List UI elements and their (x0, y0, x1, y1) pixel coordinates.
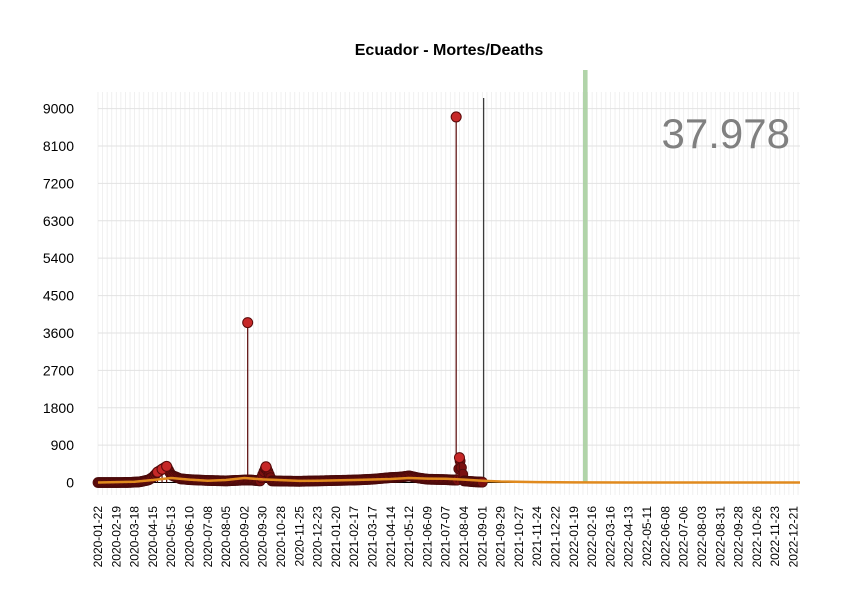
spike-point (242, 317, 254, 329)
x-tick-label: 2022-10-26 (750, 506, 764, 568)
y-tick-label: 5400 (43, 250, 74, 266)
spike-point (453, 452, 465, 464)
x-tick-label: 2022-03-16 (603, 506, 617, 568)
y-tick-label: 2700 (43, 362, 74, 378)
spike-point (450, 111, 462, 123)
spike-point (161, 460, 173, 472)
x-tick-label: 2021-02-17 (347, 506, 361, 568)
x-tick-label: 2021-08-04 (457, 506, 471, 568)
y-axis: 0 900 1800 2700 3600 4500 5400 6300 7200 8100 9000 (43, 101, 74, 491)
y-tick-label: 1800 (43, 400, 74, 416)
x-tick-label: 2020-02-19 (109, 506, 123, 568)
chart-title: Ecuador - Mortes/Deaths (355, 42, 544, 59)
grid (97, 92, 800, 495)
x-tick-label: 2020-09-02 (237, 506, 251, 568)
x-tick-label: 2020-11-25 (292, 506, 306, 567)
y-tick-label: 0 (66, 475, 74, 491)
y-tick-label: 7200 (43, 175, 74, 191)
x-tick-label: 2021-05-12 (402, 506, 416, 568)
x-tick-label: 2020-01-22 (91, 506, 105, 568)
x-tick-label: 2022-07-06 (677, 506, 691, 568)
y-tick-label: 8100 (43, 138, 74, 154)
x-tick-label: 2022-01-19 (567, 506, 581, 568)
x-tick-label: 2020-04-15 (146, 506, 160, 568)
y-tick-label: 3600 (43, 325, 74, 341)
x-tick-label: 2021-07-07 (439, 506, 453, 568)
daily-baseline-dot (476, 476, 488, 488)
y-tick-label: 900 (51, 437, 75, 453)
y-tick-label: 9000 (43, 101, 74, 117)
x-tick-label: 2021-06-09 (420, 506, 434, 568)
x-tick-label: 2022-05-11 (640, 506, 654, 567)
x-tick-label: 2021-09-01 (475, 506, 489, 568)
x-axis: 2020-01-22 2020-02-19 2020-03-18 2020-04-15… (91, 506, 800, 568)
x-tick-label: 2020-03-18 (128, 506, 142, 568)
x-tick-label: 2022-11-23 (768, 506, 782, 567)
x-tick-label: 2020-12-23 (311, 506, 325, 568)
x-tick-label: 2021-10-27 (512, 506, 526, 568)
x-tick-label: 2021-11-24 (530, 506, 544, 567)
x-tick-label: 2021-01-20 (329, 506, 343, 568)
x-tick-label: 2021-09-29 (494, 506, 508, 568)
x-tick-label: 2022-09-28 (732, 506, 746, 568)
x-tick-label: 2022-02-16 (585, 506, 599, 568)
spike-point (260, 461, 272, 473)
x-tick-label: 2020-10-28 (274, 506, 288, 568)
x-tick-label: 2021-12-22 (549, 506, 563, 568)
x-tick-label: 2021-04-14 (384, 506, 398, 568)
trend-line (97, 476, 800, 484)
highlight-band (582, 70, 588, 483)
x-tick-label: 2020-07-08 (201, 506, 215, 568)
x-tick-label: 2020-09-30 (256, 506, 270, 568)
y-tick-label: 6300 (43, 213, 74, 229)
x-tick-label: 2020-06-10 (183, 506, 197, 568)
x-tick-label: 2022-04-13 (622, 506, 636, 568)
total-deaths-label: 37.978 (662, 110, 790, 157)
x-tick-label: 2021-03-17 (366, 506, 380, 568)
series-layer (92, 111, 800, 488)
x-tick-label: 2022-08-03 (695, 506, 709, 568)
x-tick-label: 2020-08-05 (219, 506, 233, 568)
y-tick-label: 4500 (43, 288, 74, 304)
highlight-band-rect (582, 70, 588, 483)
x-tick-label: 2022-06-08 (658, 506, 672, 568)
x-tick-label: 2022-08-31 (713, 506, 727, 568)
x-tick-label: 2020-05-13 (164, 506, 178, 568)
x-tick-label: 2022-12-21 (786, 506, 800, 568)
